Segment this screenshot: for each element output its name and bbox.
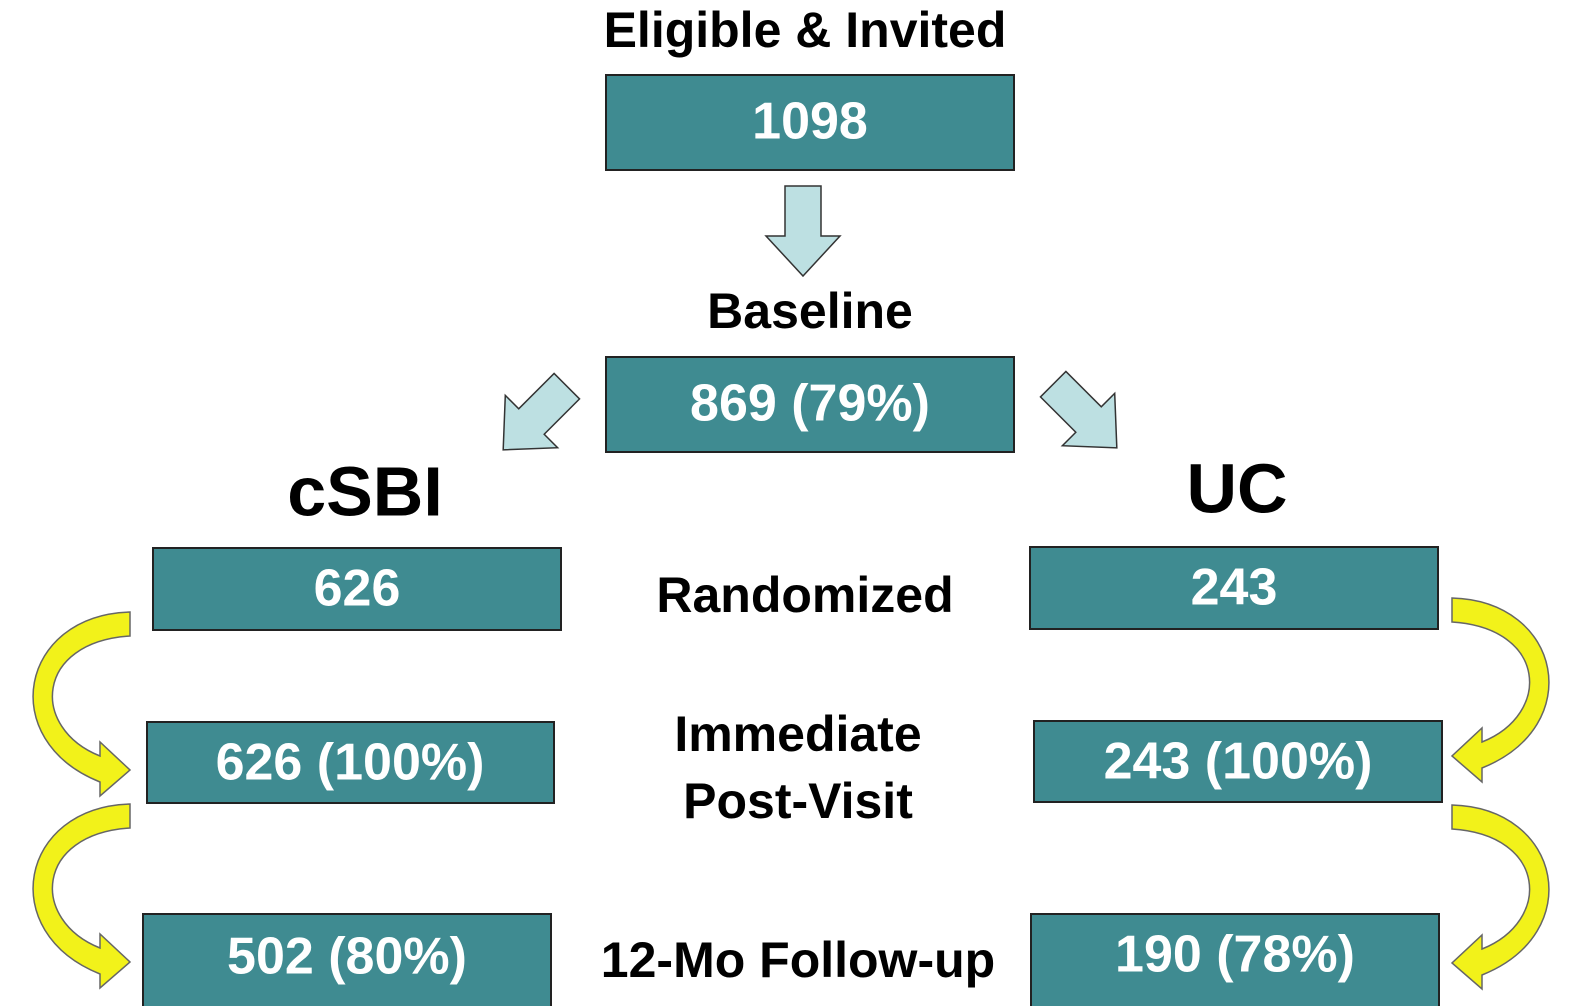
box-text: 243 [1191, 559, 1278, 617]
stage-label: 12-Mo Follow-up [601, 932, 995, 988]
curved-arrow [32, 803, 131, 989]
box-text: 626 (100%) [216, 734, 485, 792]
arrow [476, 359, 594, 477]
box-text: 502 (80%) [227, 928, 467, 986]
box: 243 [1029, 546, 1439, 630]
curved-arrow [1451, 804, 1550, 990]
stage-label: Baseline [707, 283, 913, 339]
box-text: 243 (100%) [1104, 733, 1373, 791]
arm-label: UC [1186, 449, 1287, 527]
box-text: 190 (78%) [1115, 926, 1355, 984]
box: 626 [152, 547, 562, 631]
box: 869 (79%) [605, 356, 1015, 453]
box: 1098 [605, 74, 1015, 171]
box: 190 (78%) [1030, 913, 1440, 1006]
title: Eligible & Invited [604, 2, 1007, 58]
box: 626 (100%) [146, 721, 555, 804]
box: 243 (100%) [1033, 720, 1443, 803]
arrow [1026, 357, 1144, 475]
curved-arrow [32, 611, 131, 797]
stage-label: Post-Visit [683, 773, 913, 829]
arrow [765, 185, 841, 277]
box: 502 (80%) [142, 913, 552, 1006]
curved-arrow [1451, 597, 1550, 783]
stage-label: Randomized [656, 567, 953, 623]
arm-label: cSBI [287, 452, 443, 530]
stage-label: Immediate [674, 706, 921, 762]
box-text: 1098 [752, 93, 868, 151]
box-text: 626 [314, 560, 401, 618]
box-text: 869 (79%) [690, 375, 930, 433]
